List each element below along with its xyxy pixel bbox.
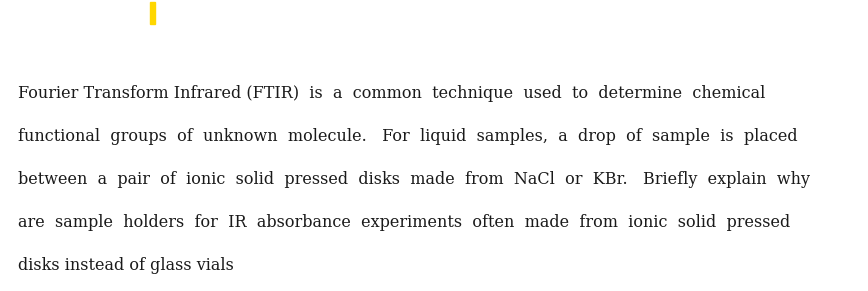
Text: are  sample  holders  for  IR  absorbance  experiments  often  made  from  ionic: are sample holders for IR absorbance exp… [18, 214, 790, 231]
Text: disks instead of glass vials: disks instead of glass vials [18, 257, 233, 274]
Bar [150, 2, 155, 24]
Text: Fourier Transform Infrared (FTIR)  is  a  common  technique  used  to  determine: Fourier Transform Infrared (FTIR) is a c… [18, 85, 766, 102]
Text: functional  groups  of  unknown  molecule.   For  liquid  samples,  a  drop  of : functional groups of unknown molecule. F… [18, 128, 798, 145]
Text: between  a  pair  of  ionic  solid  pressed  disks  made  from  NaCl  or  KBr.  : between a pair of ionic solid pressed di… [18, 171, 810, 188]
